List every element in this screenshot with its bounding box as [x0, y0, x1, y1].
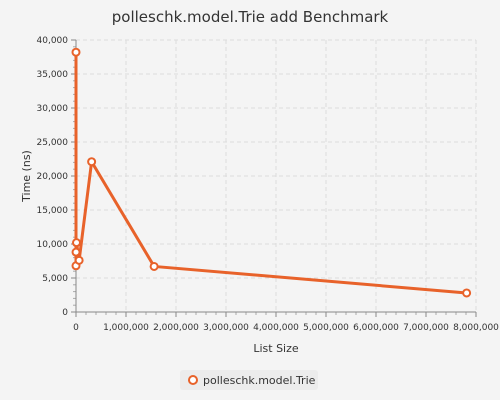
x-tick-label: 3,000,000: [203, 323, 249, 333]
legend: polleschk.model.Trie: [180, 370, 318, 390]
series-layer: [71, 47, 472, 298]
data-point: [72, 238, 81, 248]
tick-labels: 0 1,000,000 2,000,000 3,000,000 4,000,000 5,0…: [37, 36, 500, 333]
x-tick-label: 5,000,000: [303, 323, 349, 333]
grid-lines: [76, 39, 477, 312]
y-tick-label: 10,000: [37, 240, 69, 250]
x-tick-label: 7,000,000: [403, 323, 449, 333]
data-point: [149, 261, 159, 271]
legend-label: polleschk.model.Trie: [203, 373, 316, 387]
data-point: [462, 288, 472, 298]
x-tick-label: 4,000,000: [253, 323, 299, 333]
data-point: [71, 47, 81, 57]
data-point: [71, 247, 81, 257]
y-tick-label: 15,000: [37, 206, 69, 216]
x-tick-label: 1,000,000: [103, 323, 149, 333]
y-axis-title: Time (ns): [20, 150, 33, 203]
y-tick-label: 35,000: [37, 70, 69, 80]
chart-title: polleschk.model.Trie add Benchmark: [111, 8, 389, 26]
line-chart: 0 1,000,000 2,000,000 3,000,000 4,000,000 5,0…: [20, 36, 500, 355]
data-point: [87, 157, 97, 167]
series-line: [74, 50, 469, 295]
y-tick-label: 5,000: [42, 274, 68, 284]
y-tick-label: 30,000: [37, 104, 69, 114]
y-tick-label: 0: [62, 308, 68, 318]
x-tick-label: 8,000,000: [453, 323, 499, 333]
legend-marker-icon: [188, 375, 198, 385]
x-tick-label: 6,000,000: [353, 323, 399, 333]
x-tick-label: 2,000,000: [153, 323, 199, 333]
x-axis-title: List Size: [253, 342, 299, 355]
y-tick-label: 20,000: [37, 172, 69, 182]
x-tick-label: 0: [73, 323, 79, 333]
data-point: [74, 255, 84, 265]
y-tick-label: 40,000: [37, 36, 69, 46]
y-tick-label: 25,000: [37, 138, 69, 148]
